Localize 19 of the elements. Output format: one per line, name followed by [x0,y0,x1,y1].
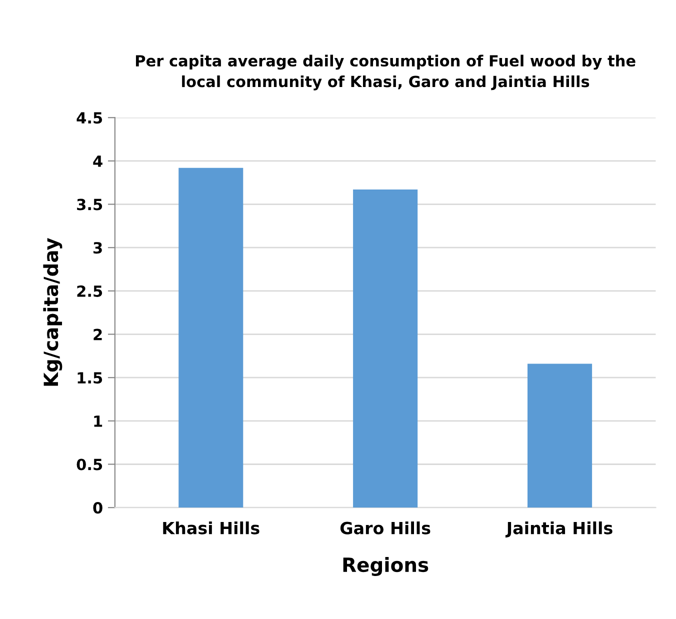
y-tick-label: 2.5 [77,285,102,297]
chart-title: Per capita average daily consumption of Fuel wood by the local community of Khasi, Garo and Jaintia Hills [136,54,636,90]
y-tick-label: 1.5 [78,372,102,384]
x-tick-label: Garo Hills [340,521,430,534]
bar [353,190,418,508]
bar [528,364,592,508]
y-tick-label: 1 [94,416,102,427]
y-tick-label: 4 [93,156,102,167]
y-tick-label: 3 [94,242,102,254]
y-tick-label: 2 [94,328,102,340]
x-tick-label: Jaintia Hills [505,521,612,538]
y-axis-title: Kg/capita/day [43,238,62,386]
bar [178,168,244,508]
x-tick-label: Khasi Hills [163,521,260,534]
y-tick-label: 0 [93,502,102,514]
y-tick-label: 3.5 [77,198,102,210]
x-axis-title: Regions [343,557,428,576]
y-tick-label: 4.5 [76,112,102,124]
y-tick-label: 0.5 [76,458,102,470]
